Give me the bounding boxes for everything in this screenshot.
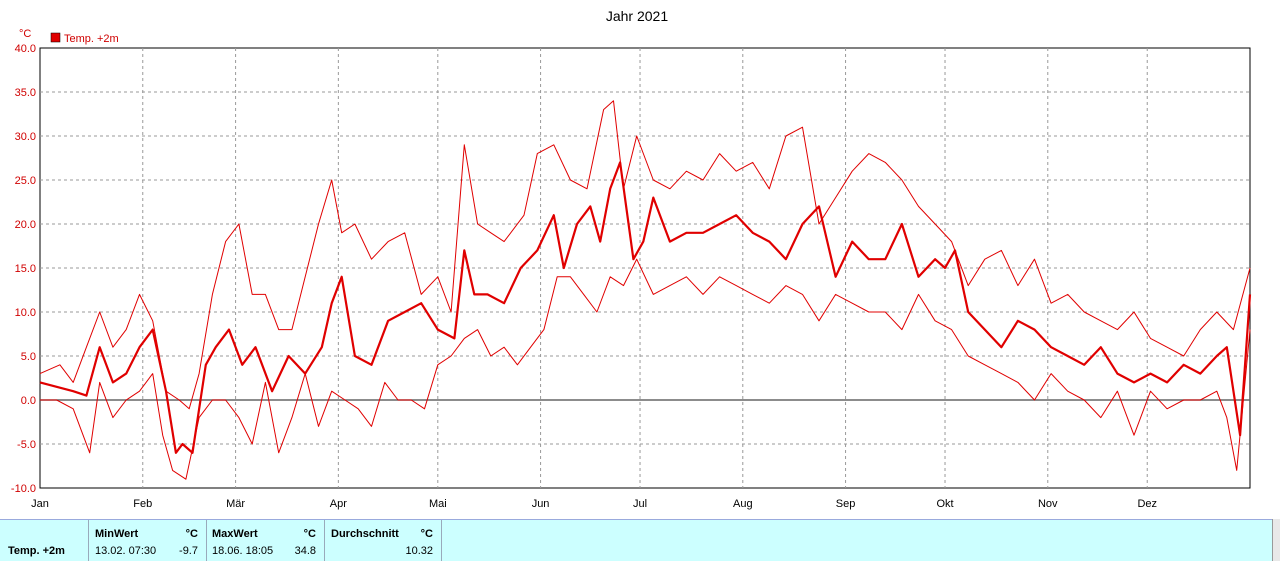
x-tick-label: Mär — [226, 498, 245, 510]
y-tick-label: 15.0 — [15, 263, 36, 275]
x-tick-label: Jun — [532, 498, 550, 510]
x-tick-label: Nov — [1038, 498, 1058, 510]
x-tick-label: Feb — [133, 498, 152, 510]
x-tick-label: Apr — [330, 498, 347, 510]
scrollbar[interactable] — [1272, 519, 1280, 561]
average-value-cell: Durchschnitt °C 10.32 — [325, 520, 442, 561]
y-tick-label: 5.0 — [21, 351, 36, 363]
x-tick-label: Okt — [936, 498, 953, 510]
x-tick-label: Jan — [31, 498, 49, 510]
x-tick-label: Sep — [836, 498, 856, 510]
legend-label: Temp. +2m — [64, 33, 119, 45]
min-time: 13.02. 07:30 — [95, 545, 157, 557]
x-tick-label: Mai — [429, 498, 447, 510]
max-unit: °C — [303, 528, 316, 540]
series-line-mean — [39, 161, 1252, 454]
series-layer — [39, 100, 1252, 480]
x-tick-label: Jul — [633, 498, 647, 510]
y-tick-label: -5.0 — [17, 439, 36, 451]
y-tick-label: 0.0 — [21, 395, 36, 407]
chart-area: -10.0 -5.0 0.0 5.0 10.0 15.0 20.0 25.0 30.0 35.0 4… — [11, 8, 1252, 510]
y-tick-label: 35.0 — [15, 87, 36, 99]
x-axis: Jan Feb Mär Apr Mai Jun Jul Aug Sep Okt Nov Dez — [31, 498, 1157, 510]
max-header: MaxWert — [212, 528, 258, 540]
y-axis-unit: °C — [19, 28, 31, 40]
max-value-cell: MaxWert °C 18.06. 18:05 34.8 — [207, 520, 325, 561]
statistics-bar: Temp. +2m MinWert °C 13.02. 07:30 -9.7 M… — [0, 519, 1280, 561]
stats-row-label-cell: Temp. +2m — [0, 520, 89, 561]
y-tick-label: 40.0 — [15, 43, 36, 55]
chart-title: Jahr 2021 — [606, 8, 668, 24]
series-line-min — [40, 258, 1251, 480]
x-tick-label: Dez — [1137, 498, 1157, 510]
y-tick-label: 20.0 — [15, 219, 36, 231]
max-time: 18.06. 18:05 — [212, 545, 274, 557]
min-unit: °C — [185, 528, 198, 540]
y-tick-label: -10.0 — [11, 483, 36, 495]
legend: Temp. +2m — [50, 32, 119, 45]
min-header: MinWert — [95, 528, 139, 540]
average-header: Durchschnitt — [331, 528, 399, 540]
max-value: 34.8 — [294, 545, 316, 557]
stats-row-label: Temp. +2m — [8, 545, 65, 557]
average-value: 10.32 — [405, 545, 433, 557]
y-tick-label: 10.0 — [15, 307, 36, 319]
x-tick-label: Aug — [733, 498, 753, 510]
min-value: -9.7 — [179, 545, 198, 557]
legend-swatch — [50, 32, 61, 43]
y-axis: -10.0 -5.0 0.0 5.0 10.0 15.0 20.0 25.0 30.0 35.0 4… — [11, 43, 36, 495]
min-value-cell: MinWert °C 13.02. 07:30 -9.7 — [89, 520, 207, 561]
y-tick-label: 25.0 — [15, 175, 36, 187]
average-unit: °C — [420, 528, 433, 540]
series-line-max — [39, 100, 1251, 410]
grid — [40, 48, 1250, 488]
y-tick-label: 30.0 — [15, 131, 36, 143]
